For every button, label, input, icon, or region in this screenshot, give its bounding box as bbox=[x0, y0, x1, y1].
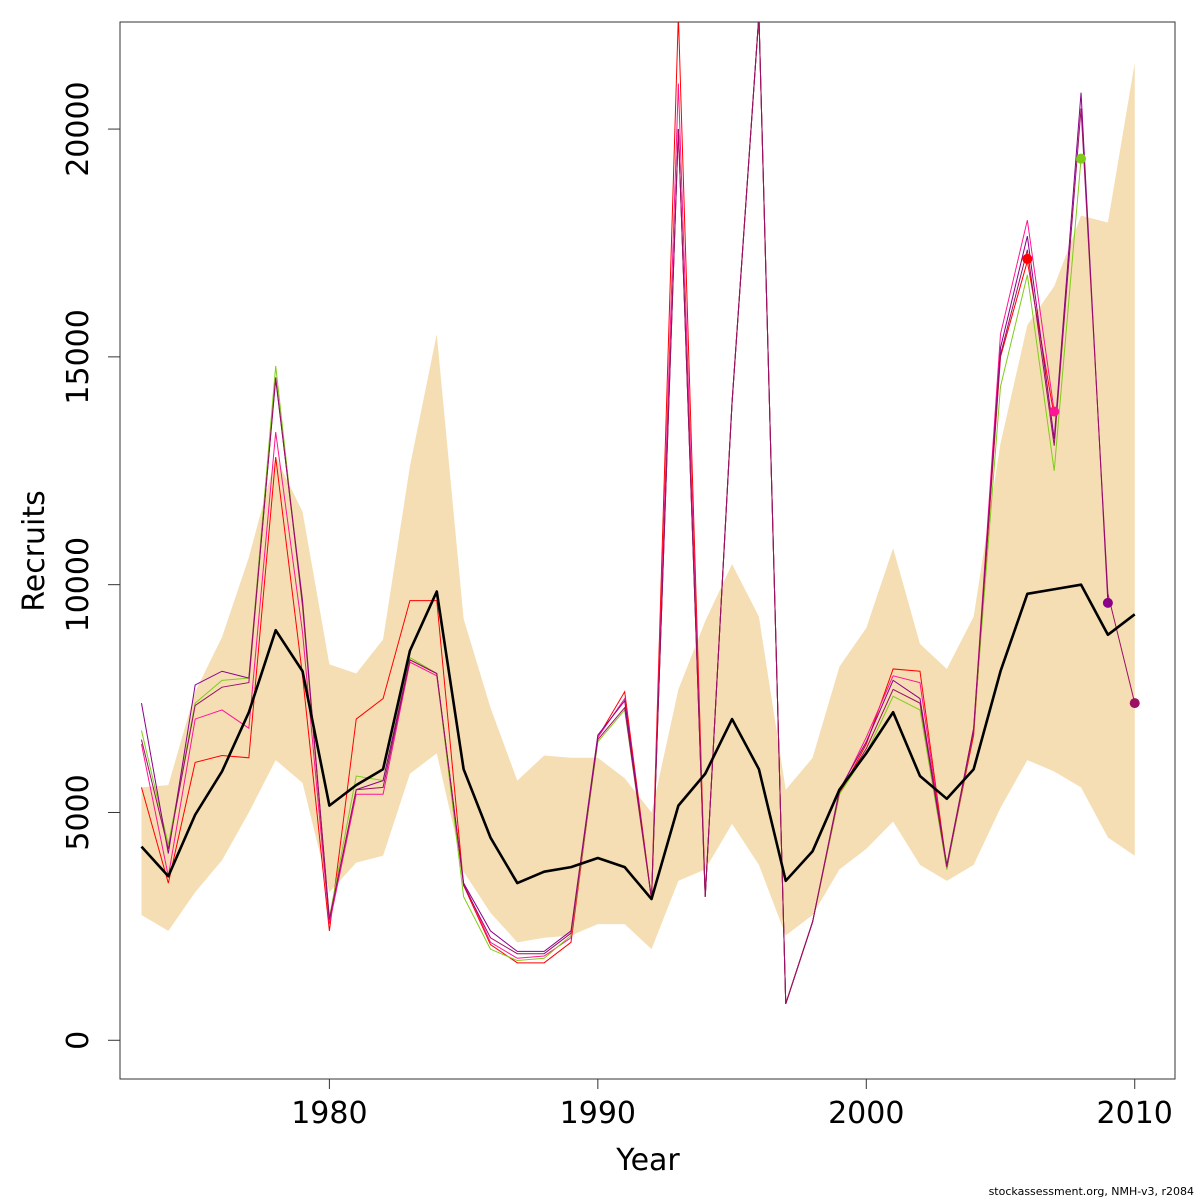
estimate-layer bbox=[140, 583, 1136, 901]
series-line-5 bbox=[140, 22, 1136, 1004]
y-axis: 0 5000 10000 15000 20000 bbox=[61, 81, 120, 1050]
confidence-band bbox=[141, 63, 1135, 950]
y-tick-label: 5000 bbox=[61, 774, 96, 850]
series-end-marker-2 bbox=[1049, 406, 1060, 417]
series-end-marker-5 bbox=[1129, 698, 1140, 709]
x-tick-label: 2010 bbox=[1097, 1096, 1173, 1131]
y-tick-label: 10000 bbox=[61, 537, 96, 632]
plot-frame bbox=[119, 21, 1176, 1080]
x-tick-label: 2000 bbox=[828, 1096, 904, 1131]
series-end-marker-1 bbox=[1022, 253, 1033, 264]
x-tick-label: 1980 bbox=[291, 1096, 367, 1131]
x-tick-label: 1990 bbox=[560, 1096, 636, 1131]
series-end-marker-3 bbox=[1076, 153, 1087, 164]
y-tick-label: 20000 bbox=[61, 81, 96, 176]
x-axis: 1980 1990 2000 2010 bbox=[291, 1079, 1173, 1131]
estimate-line bbox=[140, 583, 1136, 901]
credit-text: stockassessment.org, NMH-v3, r2084 bbox=[988, 1185, 1194, 1198]
y-axis-title: Recruits bbox=[17, 490, 52, 612]
terminal-markers-layer bbox=[1022, 153, 1140, 709]
x-axis-title: Year bbox=[615, 1143, 680, 1178]
retrospective-series-layer bbox=[140, 22, 1136, 1004]
confidence-band-layer bbox=[141, 63, 1135, 950]
series-end-marker-4 bbox=[1102, 597, 1113, 608]
y-tick-label: 15000 bbox=[61, 309, 96, 404]
y-tick-label: 0 bbox=[61, 1031, 96, 1050]
